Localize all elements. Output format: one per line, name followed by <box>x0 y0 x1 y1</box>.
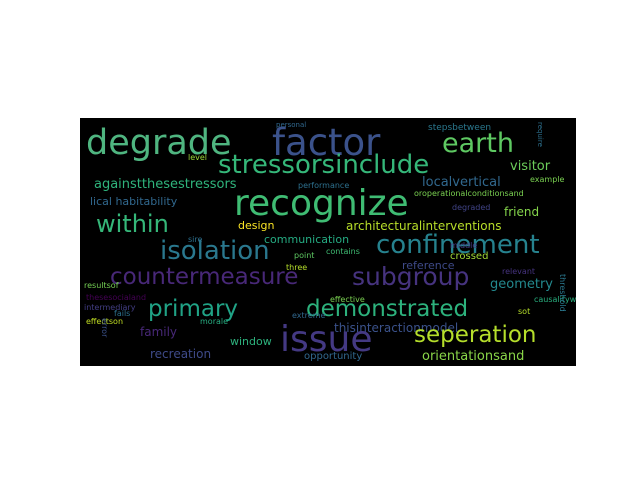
word-middle: middle <box>450 241 478 250</box>
word-level: level <box>188 153 208 162</box>
word-design: design <box>238 219 275 232</box>
word-lical-habitability: lical habitability <box>90 195 178 208</box>
word-stressorsinclude: stressorsinclude <box>218 150 430 180</box>
word-againstthesestressors: againstthesestressors <box>94 177 237 192</box>
word-issue: issue <box>280 319 373 360</box>
word-factor: factor <box>272 121 381 164</box>
word-morale: morale <box>200 317 229 326</box>
word-example: example <box>530 175 565 184</box>
word-subgroup: subgroup <box>352 262 470 291</box>
word-intermediary: intermediary <box>84 303 136 312</box>
word-orientationsand: orientationsand <box>422 349 525 364</box>
word-three: three <box>286 263 308 272</box>
word-stepsbetween: stepsbetween <box>428 123 492 133</box>
word-primary: primary <box>148 296 239 322</box>
word-thisinteractionmodel: thisinteractionmodel <box>334 321 459 335</box>
word-confinement: confinement <box>376 230 540 260</box>
word-degrade: degrade <box>86 123 232 163</box>
word-point: point <box>294 251 315 260</box>
word-personal: personal <box>276 121 307 129</box>
word-sot: sot <box>518 307 531 316</box>
word-architecturalinterventions: architecturalinterventions <box>346 219 502 233</box>
word-relevant: relevant <box>502 267 536 276</box>
word-degraded: degraded <box>452 203 491 212</box>
word-friend: friend <box>504 205 540 219</box>
word-isolation: isolation <box>160 236 270 266</box>
word-recognize: recognize <box>234 183 409 224</box>
word-cloud-image: degrade factor earth stressorsinclude re… <box>80 118 576 366</box>
word-visitor: visitor <box>510 159 551 174</box>
word-window: window <box>230 335 272 348</box>
word-extreme: extreme <box>292 311 326 320</box>
word-contains: contains <box>326 247 360 256</box>
word-threshold: threshold <box>558 274 567 312</box>
word-family: family <box>140 325 178 339</box>
word-performance: performance <box>298 181 350 190</box>
word-countermeasure: countermeasure <box>110 264 299 290</box>
word-require: require <box>536 122 544 147</box>
word-seperation: seperation <box>414 322 537 348</box>
word-effective: effective <box>330 295 365 304</box>
word-sire: sire <box>188 235 203 244</box>
word-communication: communication <box>264 233 350 246</box>
word-within: within <box>96 210 169 238</box>
word-effectson: effectson <box>86 317 124 326</box>
word-localvertical: localvertical <box>422 175 501 190</box>
word-resultsof: resultsof <box>84 281 119 290</box>
word-crossed: crossed <box>450 251 489 262</box>
word-causalitywere: causalitywere <box>534 295 576 304</box>
word-fails: fails <box>114 309 131 318</box>
word-earth: earth <box>442 128 514 159</box>
word-demonstrated: demonstrated <box>306 296 469 322</box>
word-reference: reference <box>402 259 455 272</box>
word-oroperationalconditionsand: oroperationalconditionsand <box>414 189 524 198</box>
word-opportunity: opportunity <box>304 351 363 362</box>
word-geometry: geometry <box>490 277 554 292</box>
word-error: error <box>100 318 109 338</box>
word-recreation: recreation <box>150 347 212 361</box>
word-thesesocialand: thesesocialand <box>86 293 147 302</box>
